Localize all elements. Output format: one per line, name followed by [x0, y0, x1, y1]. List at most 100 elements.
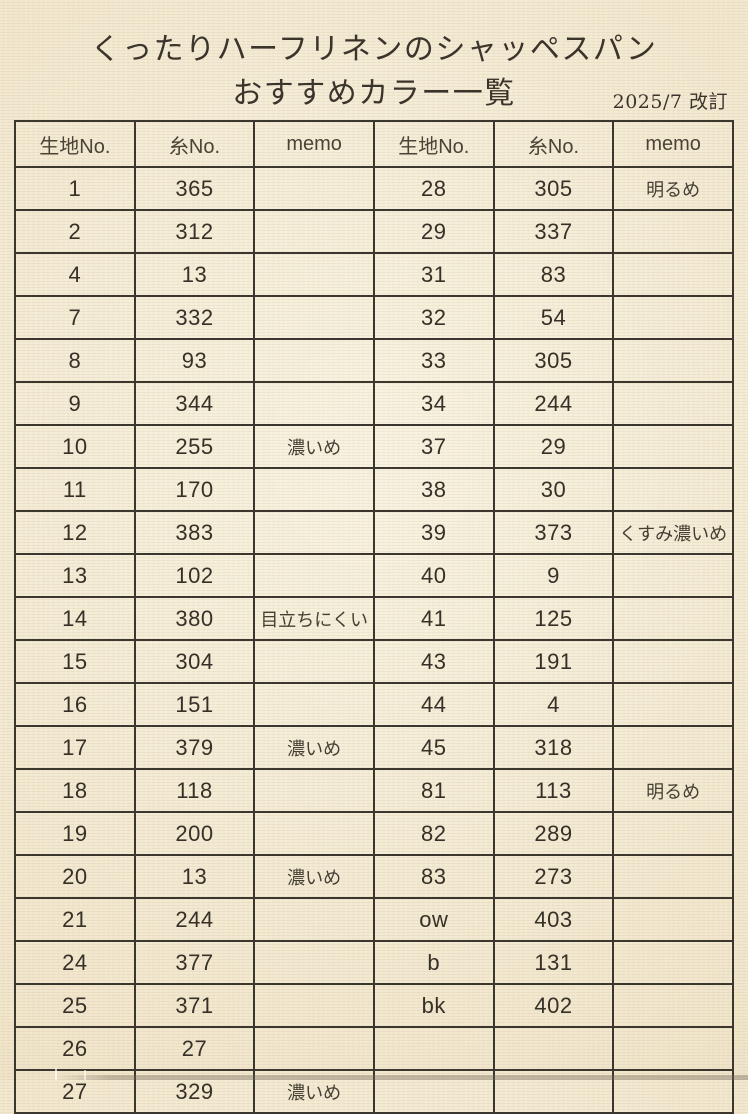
memo-cell	[612, 295, 734, 340]
fabric-no-cell: 19	[14, 811, 136, 856]
thread-no-cell: 365	[133, 166, 256, 211]
table-row: 18 118 81 113 明るめ	[14, 768, 734, 813]
memo-header: memo	[253, 120, 375, 168]
thread-no-cell: 83	[492, 252, 615, 297]
fabric-no-cell: 29	[372, 209, 495, 254]
table-header-row: 生地No. 糸No. memo 生地No. 糸No. memo	[14, 120, 734, 168]
memo-cell	[253, 1026, 375, 1071]
memo-cell	[253, 682, 375, 727]
memo-cell	[253, 768, 375, 813]
table-row: 15 304 43 191	[14, 639, 734, 684]
fabric-no-cell: 82	[372, 811, 495, 856]
fabric-no-cell: 38	[372, 467, 495, 512]
table-row: 24 377 b 131	[14, 940, 734, 985]
document-title-line2: おすすめカラー一覧	[232, 76, 516, 111]
thread-no-cell: 170	[133, 467, 256, 512]
table-row: 1 365 28 305 明るめ	[14, 166, 734, 211]
thread-no-cell: 27	[133, 1026, 256, 1071]
thread-no-cell: 93	[133, 338, 256, 383]
memo-cell	[253, 983, 375, 1028]
fabric-no-cell: 17	[14, 725, 136, 770]
fabric-no-cell: 34	[372, 381, 495, 426]
fabric-no-cell: 81	[372, 768, 495, 813]
thread-no-cell: 131	[492, 940, 615, 985]
table-row: 14 380 目立ちにくい 41 125	[14, 596, 734, 641]
thread-no-cell: 200	[133, 811, 256, 856]
fabric-no-cell: 7	[14, 295, 136, 340]
memo-cell: 濃いめ	[253, 854, 375, 899]
table-row: 12 383 39 373 くすみ濃いめ	[14, 510, 734, 555]
memo-cell	[612, 467, 734, 512]
memo-cell	[612, 553, 734, 598]
table-row: 13 102 40 9	[14, 553, 734, 598]
fabric-no-cell: 2	[14, 209, 136, 254]
fabric-no-cell: 9	[14, 381, 136, 426]
thread-no-cell: 102	[133, 553, 256, 598]
memo-cell: くすみ濃いめ	[612, 510, 734, 555]
fabric-no-cell: 18	[14, 768, 136, 813]
fabric-no-cell: 8	[14, 338, 136, 383]
table-row: 2 312 29 337	[14, 209, 734, 254]
memo-cell	[253, 639, 375, 684]
fabric-no-cell: 28	[372, 166, 495, 211]
thread-no-cell: 9	[492, 553, 615, 598]
paper-artifact-mark	[84, 1070, 86, 1080]
fabric-no-cell: 37	[372, 424, 495, 469]
memo-cell	[253, 553, 375, 598]
thread-no-cell: 305	[492, 338, 615, 383]
memo-cell	[253, 940, 375, 985]
fabric-no-cell: 20	[14, 854, 136, 899]
memo-cell	[612, 897, 734, 942]
thread-no-cell: 318	[492, 725, 615, 770]
memo-cell	[612, 639, 734, 684]
fabric-no-cell	[372, 1026, 495, 1071]
table-row: 21 244 ow 403	[14, 897, 734, 942]
memo-cell	[253, 467, 375, 512]
fabric-no-cell: 32	[372, 295, 495, 340]
thread-no-header: 糸No.	[492, 120, 615, 168]
fabric-no-header: 生地No.	[14, 120, 136, 168]
fabric-no-cell: 1	[14, 166, 136, 211]
thread-no-cell: 244	[133, 897, 256, 942]
thread-no-cell: 151	[133, 682, 256, 727]
paper-edge-shadow	[56, 1075, 748, 1080]
fabric-no-cell: 14	[14, 596, 136, 641]
document-title-line1: くったりハーフリネンのシャッペスパン	[90, 32, 658, 67]
table-row: 26 27	[14, 1026, 734, 1071]
fabric-no-cell: 44	[372, 682, 495, 727]
fabric-no-cell: 24	[14, 940, 136, 985]
memo-cell: 明るめ	[612, 768, 734, 813]
fabric-no-cell: 45	[372, 725, 495, 770]
memo-cell	[253, 381, 375, 426]
thread-no-cell: 332	[133, 295, 256, 340]
thread-no-cell: 344	[133, 381, 256, 426]
table-row: 19 200 82 289	[14, 811, 734, 856]
memo-cell	[253, 166, 375, 211]
fabric-no-cell: 25	[14, 983, 136, 1028]
memo-cell: 濃いめ	[253, 725, 375, 770]
memo-cell	[612, 338, 734, 383]
memo-header: memo	[612, 120, 734, 168]
thread-no-cell: 377	[133, 940, 256, 985]
table-row: 7 332 32 54	[14, 295, 734, 340]
thread-no-cell: 373	[492, 510, 615, 555]
fabric-no-cell: 39	[372, 510, 495, 555]
fabric-no-cell: b	[372, 940, 495, 985]
memo-cell: 明るめ	[612, 166, 734, 211]
thread-no-cell: 125	[492, 596, 615, 641]
memo-cell	[612, 424, 734, 469]
thread-no-cell: 403	[492, 897, 615, 942]
memo-cell	[612, 209, 734, 254]
memo-cell	[612, 596, 734, 641]
fabric-no-cell: 12	[14, 510, 136, 555]
fabric-no-cell: 4	[14, 252, 136, 297]
thread-no-cell: 113	[492, 768, 615, 813]
thread-no-cell: 54	[492, 295, 615, 340]
thread-no-cell: 273	[492, 854, 615, 899]
thread-no-cell: 289	[492, 811, 615, 856]
thread-no-cell: 29	[492, 424, 615, 469]
thread-no-cell: 244	[492, 381, 615, 426]
fabric-no-cell: 11	[14, 467, 136, 512]
recommended-color-table: 生地No. 糸No. memo 生地No. 糸No. memo 1 365 28 305 明るめ 2…	[14, 120, 734, 1114]
memo-cell	[253, 811, 375, 856]
